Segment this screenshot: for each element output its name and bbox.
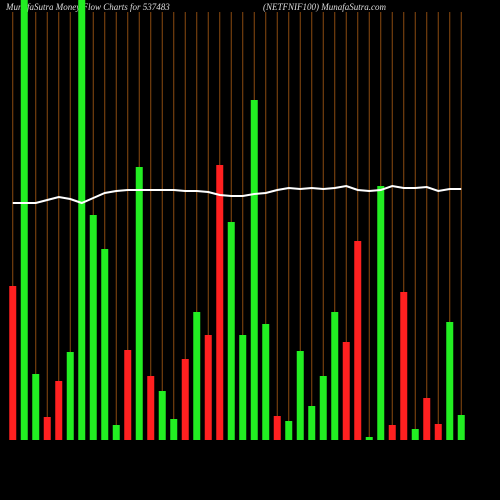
bar (158, 391, 166, 440)
bar (319, 376, 327, 440)
bar (181, 359, 189, 440)
bar (78, 0, 86, 440)
bar (262, 324, 270, 440)
bar (32, 374, 40, 440)
chart-subtitle: (NETFNIF100) MunafaSutra.com (263, 2, 386, 12)
bar (124, 350, 132, 440)
bar (66, 352, 74, 440)
bar (239, 335, 247, 440)
bar (43, 417, 51, 440)
bar (89, 215, 97, 440)
bar (135, 167, 143, 440)
bar (216, 165, 224, 440)
bar (101, 249, 109, 440)
bar (20, 0, 28, 440)
bar (308, 406, 316, 440)
bar (204, 335, 212, 440)
bar (377, 186, 385, 440)
chart-title: MunafaSutra Money Flow Charts for 537483 (5, 2, 170, 12)
bar (354, 241, 362, 440)
bar (388, 425, 396, 440)
bar (193, 312, 201, 440)
bar (147, 376, 155, 440)
bar (112, 425, 120, 440)
bar (434, 424, 442, 440)
bar (400, 292, 408, 440)
bar (411, 429, 419, 440)
bar (423, 398, 431, 440)
bar (170, 419, 178, 440)
bar (331, 312, 339, 440)
bar (273, 416, 281, 440)
bar (457, 415, 465, 440)
bar (342, 342, 350, 440)
bar (227, 222, 235, 440)
money-flow-line (12, 184, 462, 205)
bar (365, 437, 373, 440)
bar (285, 421, 293, 440)
bar (250, 100, 258, 440)
bar (9, 286, 17, 440)
bar (55, 381, 63, 440)
bar (296, 351, 304, 440)
bar (446, 322, 454, 440)
